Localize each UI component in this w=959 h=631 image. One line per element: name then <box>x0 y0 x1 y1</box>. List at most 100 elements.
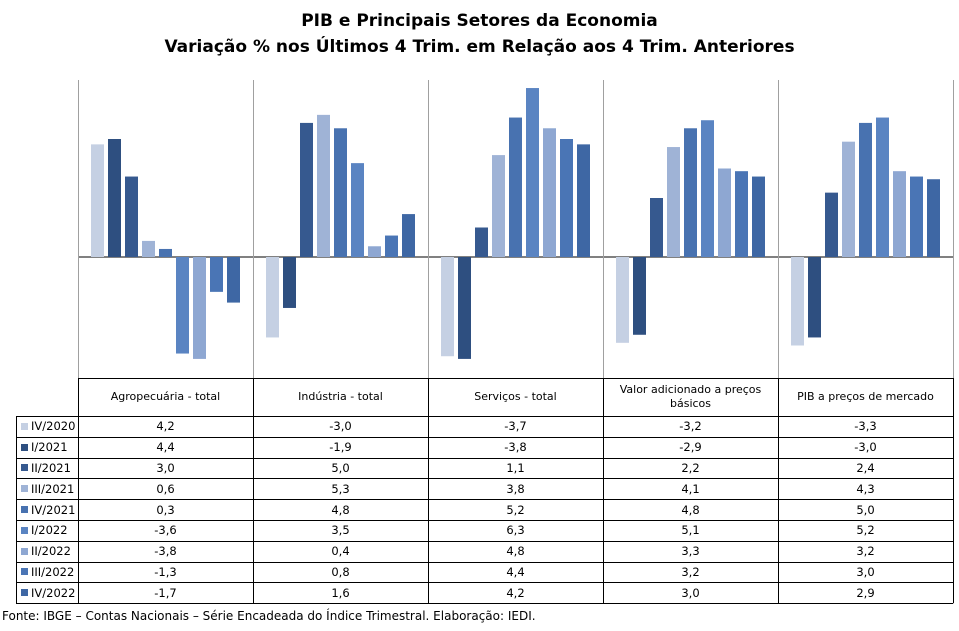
bar-5-1 <box>351 163 364 257</box>
category-label: Valor adicionado a preços básicos <box>619 383 762 410</box>
category-label: Serviços - total <box>474 390 557 403</box>
category-label: Indústria - total <box>298 390 383 403</box>
legend-entry: IV/2022 <box>21 582 75 603</box>
legend-swatch <box>21 568 28 576</box>
table-value: 4,4 <box>506 564 525 579</box>
table-value: 3,0 <box>681 585 700 600</box>
table-value: 3,3 <box>681 544 700 559</box>
table-value: -1,3 <box>154 564 177 579</box>
table-value: 5,1 <box>681 523 700 538</box>
bar-4-0 <box>159 248 172 257</box>
legend-label: III/2022 <box>31 564 75 579</box>
table-value: 4,8 <box>506 544 525 559</box>
bar-8-3 <box>752 176 765 257</box>
bar-2-2 <box>475 227 488 257</box>
table-value: -3,0 <box>854 440 877 455</box>
legend-label: IV/2020 <box>31 419 76 434</box>
bar-4-3 <box>684 128 697 257</box>
table-value: 4,1 <box>681 481 700 496</box>
bar-3-3 <box>667 147 680 257</box>
table-value: 4,2 <box>506 585 525 600</box>
bar-6-1 <box>368 246 381 257</box>
legend-entry: I/2022 <box>21 520 68 541</box>
table-value: 3,2 <box>856 544 875 559</box>
bar-1-3 <box>633 257 646 335</box>
bar-3-2 <box>492 155 505 257</box>
legend-entry: IV/2020 <box>21 416 75 437</box>
legend-swatch <box>21 547 28 555</box>
legend-entry: III/2022 <box>21 562 74 583</box>
legend-label: III/2021 <box>31 481 75 496</box>
table-value: 5,0 <box>856 502 875 517</box>
table-value: 3,5 <box>331 523 350 538</box>
bar-2-1 <box>300 122 313 257</box>
table-value: -2,9 <box>679 440 702 455</box>
bar-4-1 <box>334 128 347 257</box>
table-value: 4,2 <box>156 419 175 434</box>
bar-6-2 <box>543 128 556 257</box>
bar-5-0 <box>176 257 189 354</box>
chart-title: PIB e Principais Setores da Economia <box>301 11 658 31</box>
legend-swatch <box>21 485 28 493</box>
table-value: 5,3 <box>331 481 350 496</box>
bar-8-4 <box>927 179 940 257</box>
bar-2-4 <box>825 192 838 257</box>
table-value: -1,7 <box>154 585 177 600</box>
table-value: -3,8 <box>154 544 177 559</box>
table-value: 4,3 <box>856 481 875 496</box>
table-value: 5,2 <box>856 523 875 538</box>
bar-2-0 <box>125 176 138 257</box>
legend-swatch <box>21 589 28 597</box>
bar-0-2 <box>441 257 454 357</box>
bar-6-3 <box>718 168 731 257</box>
table-value: -3,0 <box>329 419 352 434</box>
bar-7-4 <box>910 176 923 257</box>
table-value: 5,2 <box>506 502 525 517</box>
legend-swatch <box>21 464 28 472</box>
bar-0-1 <box>266 257 279 338</box>
table-value: 0,4 <box>331 544 350 559</box>
bar-5-3 <box>701 120 714 258</box>
table-value: 2,9 <box>856 585 875 600</box>
bar-4-2 <box>509 117 522 257</box>
category-label: Agropecuária - total <box>110 390 221 403</box>
table-value: -1,9 <box>329 440 352 455</box>
bar-7-3 <box>735 171 748 257</box>
legend-swatch <box>21 443 28 451</box>
table-value: -3,6 <box>154 523 177 538</box>
bar-7-2 <box>560 139 573 257</box>
table-value: 0,6 <box>156 481 175 496</box>
source-note: Fonte: IBGE – Contas Nacionais – Série E… <box>2 609 536 623</box>
legend-label: IV/2021 <box>31 502 76 517</box>
table-value: 3,0 <box>856 564 875 579</box>
table-value: 5,0 <box>331 460 350 475</box>
bar-5-2 <box>526 88 539 257</box>
legend-swatch <box>21 422 28 430</box>
table-value: -3,2 <box>679 419 702 434</box>
bar-0-0 <box>91 144 104 257</box>
table-value: -3,7 <box>504 419 527 434</box>
legend-label: IV/2022 <box>31 585 76 600</box>
table-value: 6,3 <box>506 523 525 538</box>
legend-swatch <box>21 506 28 514</box>
table-value: 0,3 <box>156 502 175 517</box>
legend-entry: II/2022 <box>21 541 71 562</box>
legend-label: I/2022 <box>31 523 68 538</box>
legend-entry: III/2021 <box>21 478 74 499</box>
bar-1-4 <box>808 257 821 338</box>
bar-7-0 <box>210 257 223 292</box>
bar-8-0 <box>227 257 240 303</box>
table-value: -3,8 <box>504 440 527 455</box>
legend-entry: I/2021 <box>21 437 68 458</box>
table-value: 4,8 <box>331 502 350 517</box>
legend-label: II/2021 <box>31 460 71 475</box>
bar-5-4 <box>876 117 889 257</box>
legend-label: II/2022 <box>31 544 71 559</box>
legend-swatch <box>21 526 28 534</box>
bar-8-1 <box>402 214 415 257</box>
bar-8-2 <box>577 144 590 257</box>
bar-1-0 <box>108 139 121 257</box>
bar-4-4 <box>859 122 872 257</box>
bar-7-1 <box>385 235 398 257</box>
